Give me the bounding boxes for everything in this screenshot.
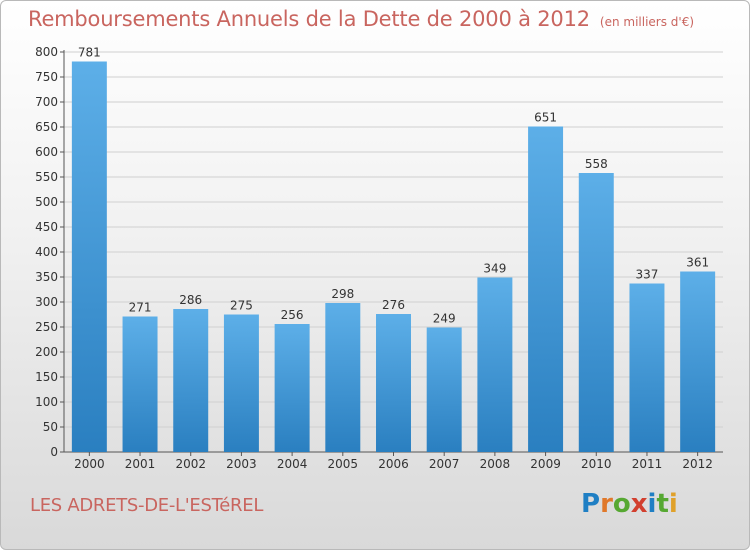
- chart-title: Remboursements Annuels de la Dette de 20…: [28, 7, 694, 31]
- bar: [376, 314, 411, 452]
- bar-value-label: 276: [382, 298, 405, 312]
- x-tick-label: 2001: [125, 457, 156, 471]
- x-tick-label: 2003: [226, 457, 257, 471]
- x-tick-label: 2000: [74, 457, 105, 471]
- y-tick-label: 550: [35, 170, 58, 184]
- bar: [426, 327, 462, 452]
- bar: [680, 271, 716, 452]
- chart-title-text: Remboursements Annuels de la Dette de 20…: [28, 7, 590, 31]
- bar-value-label: 271: [129, 301, 152, 315]
- logo-letter: t: [656, 489, 669, 519]
- x-tick-label: 2005: [328, 457, 359, 471]
- x-tick-label: 2004: [277, 457, 308, 471]
- x-tick-label: 2007: [429, 457, 460, 471]
- y-tick-label: 600: [35, 145, 58, 159]
- bar-value-label: 361: [686, 256, 709, 270]
- bar: [223, 314, 259, 452]
- bar-value-label: 558: [585, 157, 608, 171]
- y-tick-label: 750: [35, 70, 58, 84]
- y-tick-label: 100: [35, 395, 58, 409]
- x-tick-label: 2010: [581, 457, 612, 471]
- x-tick-label: 2008: [480, 457, 511, 471]
- y-tick-label: 500: [35, 195, 58, 209]
- logo-letter: P: [581, 489, 601, 519]
- bar: [477, 277, 513, 452]
- bar: [629, 283, 665, 452]
- bar: [71, 61, 107, 452]
- y-tick-label: 50: [43, 420, 58, 434]
- bar-value-label: 337: [636, 268, 659, 282]
- x-tick-label: 2002: [175, 457, 206, 471]
- bar-value-label: 651: [534, 111, 557, 125]
- y-tick-label: 650: [35, 120, 58, 134]
- bar: [274, 324, 310, 452]
- y-tick-label: 450: [35, 220, 58, 234]
- x-tick-label: 2006: [378, 457, 409, 471]
- bar-value-label: 349: [483, 262, 506, 276]
- bar-value-label: 256: [281, 308, 304, 322]
- logo-letter: i: [647, 489, 657, 519]
- y-tick-label: 300: [35, 295, 58, 309]
- logo-letter: r: [600, 489, 613, 519]
- logo-letter: o: [612, 489, 631, 519]
- bars: [71, 61, 716, 452]
- bar-value-label: 275: [230, 299, 253, 313]
- logo-letter: i: [668, 489, 678, 519]
- bar: [325, 303, 361, 452]
- bar-value-label: 286: [179, 293, 202, 307]
- proxiti-logo[interactable]: Proxiti: [581, 489, 678, 519]
- bar: [578, 173, 614, 452]
- y-tick-label: 250: [35, 320, 58, 334]
- x-tick-label: 2009: [530, 457, 561, 471]
- y-tick-label: 700: [35, 95, 58, 109]
- y-tick-label: 350: [35, 270, 58, 284]
- bar-value-label: 249: [433, 312, 456, 326]
- bar: [173, 309, 209, 452]
- y-tick-label: 200: [35, 345, 58, 359]
- bar-value-label: 781: [78, 46, 101, 60]
- bar-chart: 0 50 100 150 200 250 300 350 400 450 500 550 600 650 7…: [35, 45, 723, 471]
- bar: [528, 126, 564, 452]
- x-tick-label: 2012: [682, 457, 713, 471]
- chart-unit: (en milliers d'€): [599, 15, 695, 29]
- y-tick-label: 800: [35, 45, 58, 59]
- y-tick-label: 150: [35, 370, 58, 384]
- x-tick-label: 2011: [632, 457, 663, 471]
- bar-value-label: 298: [331, 287, 354, 301]
- commune-name: LES ADRETS-DE-L'ESTéREL: [30, 495, 264, 516]
- y-tick-label: 400: [35, 245, 58, 259]
- labels: 0 50 100 150 200 250 300 350 400 450 500 550 600 650 7…: [35, 45, 713, 471]
- y-tick-label: 0: [50, 445, 58, 459]
- bar: [122, 316, 158, 452]
- logo-letter: x: [630, 489, 648, 519]
